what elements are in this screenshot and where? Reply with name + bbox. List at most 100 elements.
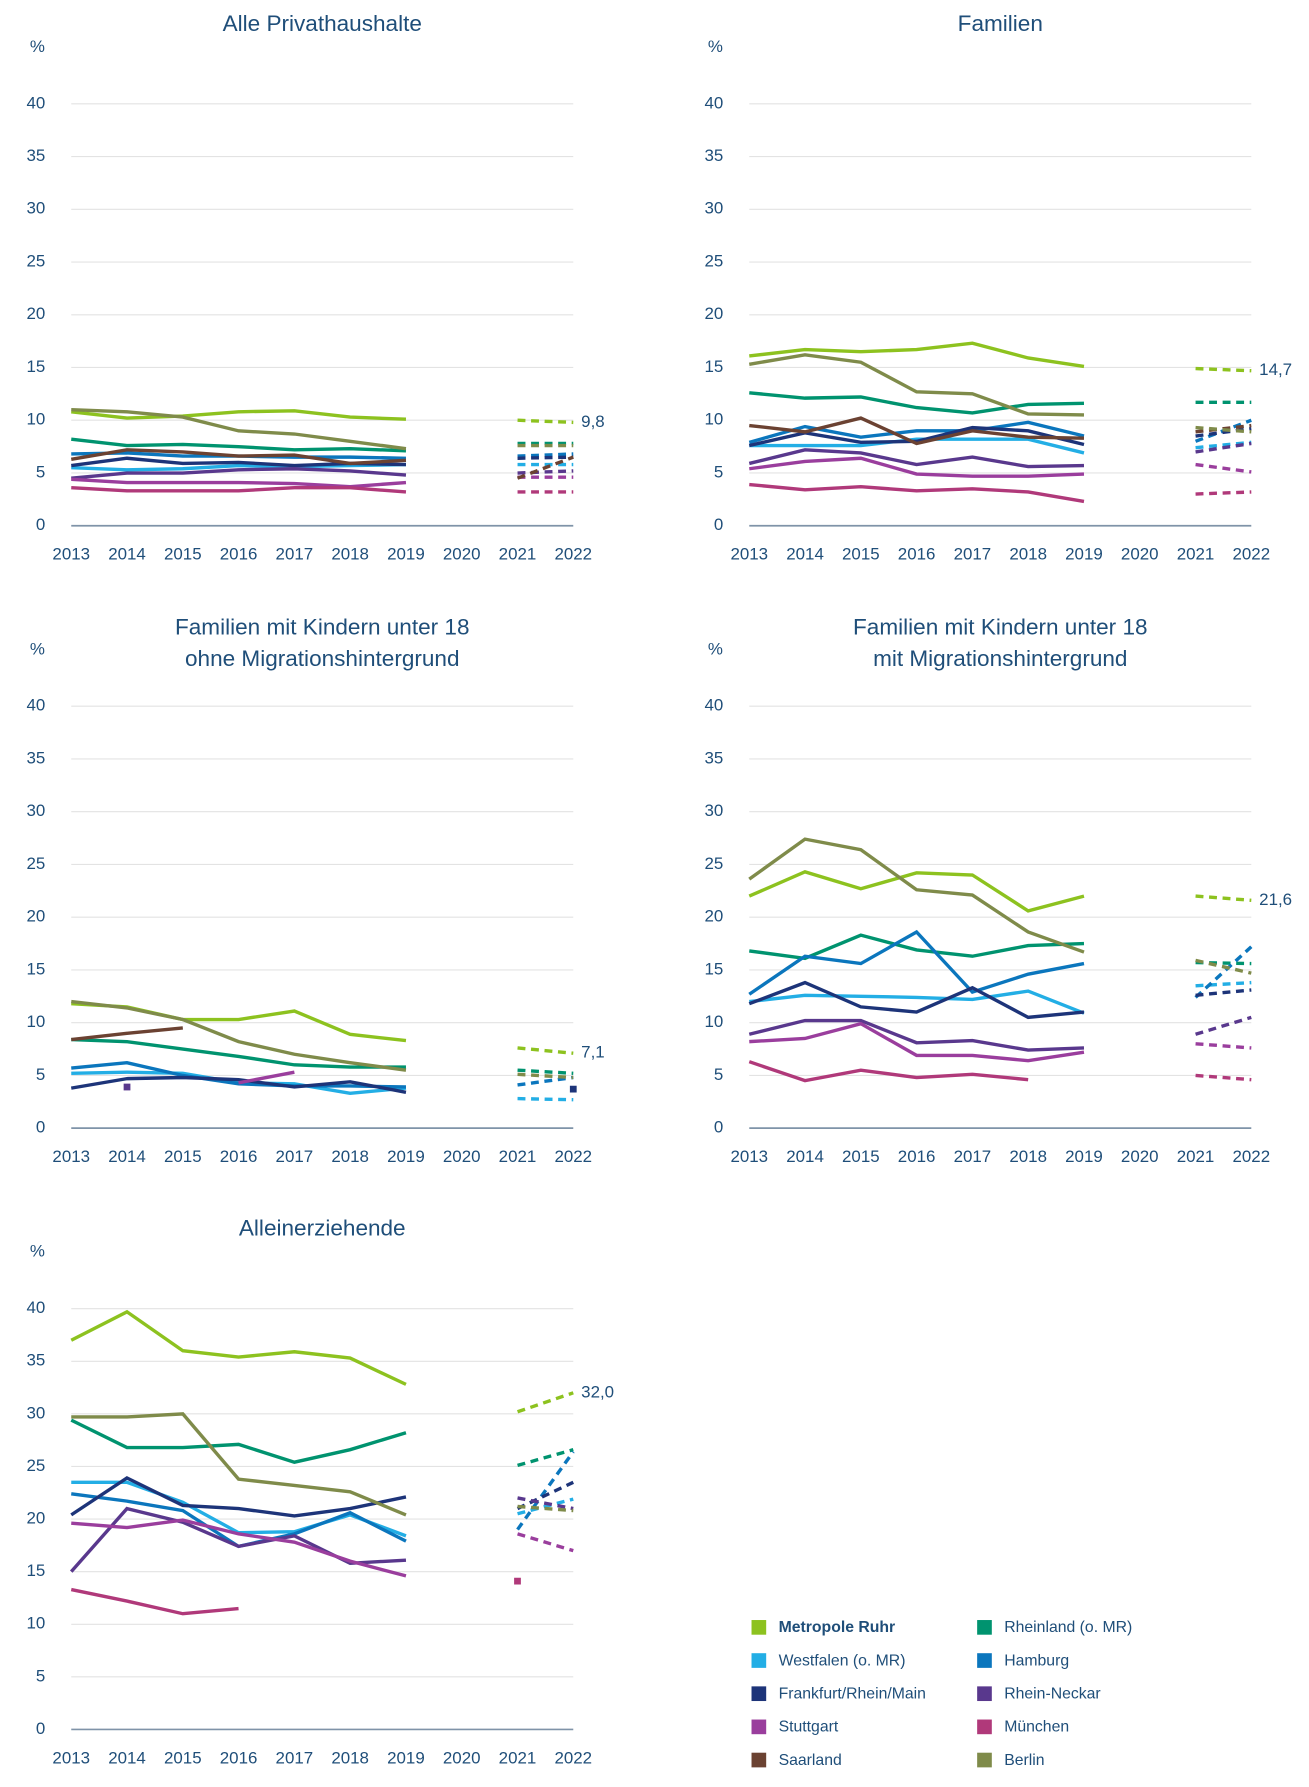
series-line-dashed bbox=[517, 1068, 574, 1076]
series-line bbox=[70, 1418, 407, 1464]
series-line-dashed bbox=[1195, 1073, 1252, 1082]
y-tick-label: 5 bbox=[714, 1065, 723, 1084]
x-tick-label: 2019 bbox=[387, 1147, 425, 1166]
legend-label: Rhein-Neckar bbox=[1004, 1685, 1100, 1702]
legend-label: Frankfurt/Rhein/Main bbox=[779, 1685, 926, 1702]
series-line-dashed bbox=[1195, 988, 1252, 997]
y-tick-label: 20 bbox=[26, 304, 45, 323]
series-line bbox=[749, 482, 1085, 504]
y-tick-label: 30 bbox=[705, 199, 724, 218]
series-line-dashed bbox=[517, 1504, 574, 1513]
x-tick-label: 2015 bbox=[842, 545, 880, 564]
y-tick-label: 0 bbox=[714, 1118, 723, 1137]
x-tick-label: 2014 bbox=[108, 1748, 146, 1767]
legend-swatch bbox=[977, 1653, 992, 1668]
series-line bbox=[71, 1492, 407, 1549]
x-tick-label: 2013 bbox=[52, 545, 90, 564]
series-line bbox=[749, 416, 1085, 446]
legend-label: Stuttgart bbox=[779, 1719, 839, 1736]
series-line-dashed bbox=[1195, 958, 1252, 975]
x-tick-label: 2015 bbox=[164, 1147, 202, 1166]
data-point bbox=[514, 1577, 521, 1585]
x-tick-label: 2017 bbox=[276, 545, 314, 564]
y-tick-label: 25 bbox=[705, 251, 724, 270]
y-tick-label: 40 bbox=[26, 696, 45, 715]
y-tick-label: 20 bbox=[705, 304, 724, 323]
legend-label: Westfalen (o. MR) bbox=[779, 1652, 906, 1669]
series-line-dashed bbox=[516, 1450, 575, 1531]
y-tick-label: 30 bbox=[26, 801, 45, 820]
y-tick-label: 0 bbox=[36, 515, 45, 534]
series-line bbox=[71, 477, 407, 489]
series-line-dashed bbox=[1195, 490, 1252, 496]
x-tick-label: 2021 bbox=[499, 1147, 537, 1166]
series-line bbox=[71, 1412, 407, 1517]
x-tick-label: 2013 bbox=[52, 1748, 90, 1767]
series-line bbox=[749, 1021, 1085, 1063]
y-tick-label: 10 bbox=[705, 1012, 724, 1031]
series-line bbox=[69, 1506, 407, 1573]
x-tick-label: 2019 bbox=[387, 1748, 425, 1767]
y-tick-label: 40 bbox=[26, 1298, 45, 1317]
series-line-dashed bbox=[517, 1496, 574, 1511]
y-tick-label: 30 bbox=[26, 199, 45, 218]
x-tick-label: 2014 bbox=[786, 545, 824, 564]
series-line bbox=[748, 353, 1085, 417]
series-line-dashed bbox=[1195, 425, 1252, 434]
x-tick-label: 2021 bbox=[1177, 1147, 1215, 1166]
x-tick-label: 2018 bbox=[1009, 545, 1047, 564]
x-tick-label: 2019 bbox=[1065, 1147, 1103, 1166]
x-tick-label: 2014 bbox=[108, 545, 146, 564]
legend-label: Metropole Ruhr bbox=[779, 1619, 896, 1636]
series-line-dashed bbox=[1195, 894, 1252, 902]
y-tick-label: 0 bbox=[36, 1719, 45, 1738]
series-line-dashed bbox=[517, 1448, 574, 1467]
x-tick-label: 2020 bbox=[1121, 1147, 1159, 1166]
series-line-dashed bbox=[516, 1391, 574, 1414]
series-line-dashed bbox=[517, 1046, 574, 1055]
y-axis-label: % bbox=[708, 639, 723, 658]
x-tick-label: 2020 bbox=[443, 1147, 481, 1166]
value-label: 9,8 bbox=[581, 412, 605, 431]
series-line-dashed bbox=[517, 1497, 574, 1516]
series-line-dashed bbox=[1195, 1042, 1252, 1050]
series-line-dashed bbox=[1195, 960, 1252, 966]
y-tick-label: 10 bbox=[26, 410, 45, 429]
series-line bbox=[749, 437, 1085, 455]
x-tick-label: 2013 bbox=[730, 1147, 768, 1166]
value-label: 7,1 bbox=[581, 1043, 605, 1062]
series-line bbox=[748, 420, 1085, 444]
x-tick-label: 2018 bbox=[1009, 1147, 1047, 1166]
legend-swatch bbox=[751, 1719, 767, 1735]
y-axis-label: % bbox=[30, 1242, 45, 1261]
y-tick-label: 15 bbox=[26, 357, 45, 376]
series-line bbox=[748, 870, 1085, 913]
x-tick-label: 2019 bbox=[1065, 545, 1103, 564]
legend-label: Rheinland (o. MR) bbox=[1004, 1619, 1132, 1636]
chart-title: Familien mit Kindern unter 18 bbox=[853, 614, 1147, 639]
series-line bbox=[71, 407, 407, 451]
legend-swatch bbox=[751, 1620, 767, 1635]
data-point bbox=[123, 1083, 131, 1091]
series-line-dashed bbox=[517, 1075, 574, 1087]
x-tick-label: 2020 bbox=[443, 1748, 481, 1767]
series-line bbox=[71, 437, 407, 453]
series-line bbox=[70, 1075, 407, 1094]
x-tick-label: 2018 bbox=[331, 1748, 369, 1767]
y-tick-label: 20 bbox=[26, 907, 45, 926]
series-line-dashed bbox=[1195, 980, 1252, 988]
series-line bbox=[749, 933, 1085, 961]
series-line bbox=[238, 1070, 295, 1085]
x-tick-label: 2015 bbox=[164, 545, 202, 564]
series-line-dashed bbox=[517, 469, 574, 475]
chart-title: Alleinerziehende bbox=[239, 1216, 406, 1241]
x-tick-label: 2017 bbox=[954, 545, 992, 564]
x-tick-label: 2014 bbox=[786, 1147, 824, 1166]
series-line-dashed bbox=[517, 1096, 574, 1102]
y-tick-label: 30 bbox=[705, 801, 724, 820]
y-tick-label: 25 bbox=[26, 854, 45, 873]
x-tick-label: 2017 bbox=[276, 1748, 314, 1767]
y-tick-label: 10 bbox=[26, 1012, 45, 1031]
series-line bbox=[71, 999, 407, 1072]
chart-title: Familien mit Kindern unter 18 bbox=[175, 614, 470, 639]
